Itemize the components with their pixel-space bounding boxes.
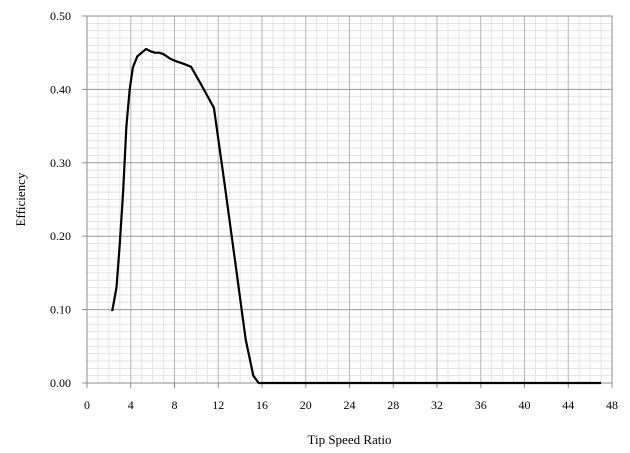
x-tick-label: 44: [562, 398, 574, 412]
x-tick-label: 40: [519, 398, 531, 412]
efficiency-line: [111, 47, 602, 385]
x-tick-label: 28: [387, 398, 399, 412]
x-tick-label: 32: [431, 398, 443, 412]
x-tick-label: 36: [475, 398, 487, 412]
major-grid: [87, 16, 612, 383]
x-tick-label: 24: [344, 398, 356, 412]
x-tick-label: 4: [128, 398, 134, 412]
y-tick-label: 0.00: [50, 376, 71, 390]
y-tick-label: 0.30: [50, 156, 71, 170]
x-tick-label: 48: [606, 398, 618, 412]
y-tick-label: 0.20: [50, 229, 71, 243]
x-tick-label: 12: [212, 398, 224, 412]
x-tick-label: 0: [84, 398, 90, 412]
y-axis-ticks: 0.00 0.10 0.20 0.30 0.40 0.50: [50, 9, 87, 390]
x-tick-label: 8: [172, 398, 178, 412]
y-tick-label: 0.50: [50, 9, 71, 23]
x-tick-label: 20: [300, 398, 312, 412]
y-axis-title: Efficiency: [13, 172, 28, 226]
x-axis-title: Tip Speed Ratio: [307, 432, 391, 447]
y-tick-label: 0.10: [50, 303, 71, 317]
y-tick-label: 0.40: [50, 82, 71, 96]
x-tick-label: 16: [256, 398, 268, 412]
x-axis-ticks: 0 4 8 12 16 20 24 28 32 36 40 44 48: [84, 383, 618, 412]
